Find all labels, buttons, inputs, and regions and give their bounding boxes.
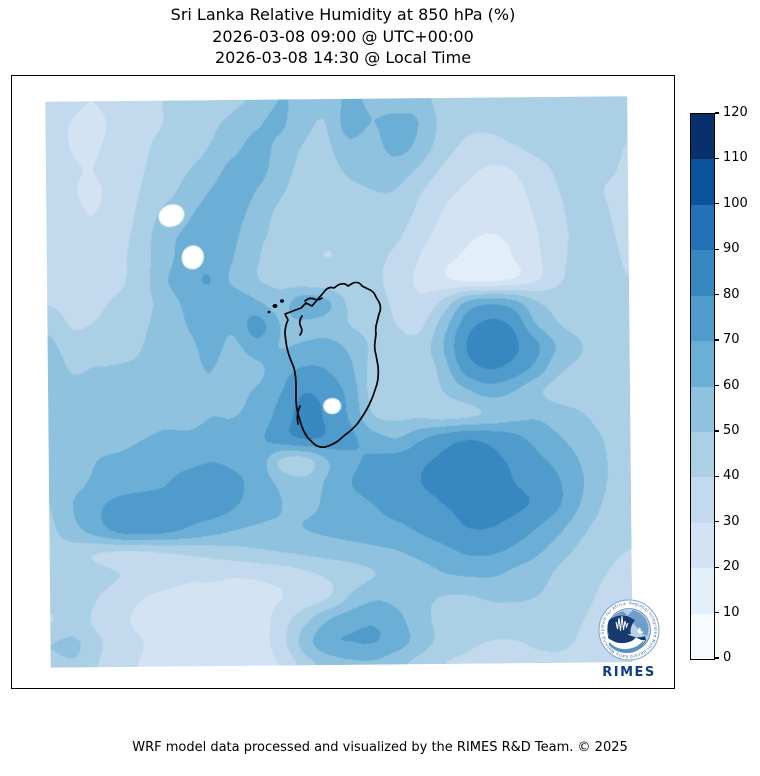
colorbar-tick	[715, 157, 719, 159]
colorbar-tick	[715, 657, 719, 659]
colorbar-segment	[691, 568, 714, 614]
colorbar-tick	[715, 339, 719, 341]
colorbar-tick-label: 60	[723, 377, 740, 393]
colorbar-segment	[691, 386, 714, 432]
colorbar-tick	[715, 112, 719, 114]
colorbar-segment	[691, 341, 714, 387]
colorbar-tick-label: 30	[723, 513, 740, 529]
colorbar-tick	[715, 566, 719, 568]
colorbar-segment	[691, 295, 714, 342]
credit-text: WRF model data processed and visualized …	[132, 740, 628, 755]
colorbar-tick-label: 90	[723, 241, 740, 257]
colorbar-bar	[690, 113, 715, 660]
title-line-variable: Sri Lanka Relative Humidity at 850 hPa (…	[170, 5, 516, 24]
colorbar-tick-label: 40	[723, 468, 740, 484]
colorbar-tick	[715, 384, 719, 387]
colorbar-segment	[691, 250, 714, 296]
logo-bird-icon	[637, 627, 644, 634]
colorbar-segment	[691, 159, 714, 205]
title-line-local-time: 2026-03-08 14:30 @ Local Time	[214, 48, 472, 67]
title-line-utc-time: 2026-03-08 09:00 @ UTC+00:00	[212, 26, 474, 46]
colorbar-tick-label: 20	[723, 559, 740, 575]
colorbar-segment	[691, 613, 714, 660]
logo-wave-light	[609, 641, 644, 653]
colorbar-tick	[715, 248, 719, 250]
colorbar-segment	[691, 431, 714, 478]
rimes-logo: Regional Integrated Multi-Hazard Early W…	[593, 597, 660, 680]
colorbar-tick-label: 110	[723, 150, 748, 166]
colorbar-tick	[715, 475, 719, 477]
seismogram-icon	[615, 615, 629, 632]
logo-landmass-right	[627, 610, 649, 636]
colorbar-tick-label: 70	[723, 332, 740, 348]
colorbar-tick-label: 80	[723, 286, 740, 302]
humidity-field-canvas	[45, 96, 633, 668]
figure-title: Sri Lanka Relative Humidity at 850 hPa (…	[11, 4, 675, 69]
colorbar: 0 10 20 30 40 50 60 70 80 90 100 110 120	[690, 105, 752, 665]
logo-wordmark: RIMES	[602, 665, 656, 680]
colorbar-tick-label: 0	[723, 650, 732, 665]
colorbar-segment	[691, 114, 714, 160]
colorbar-segment	[691, 522, 714, 569]
colorbar-tick	[715, 430, 719, 432]
colorbar-tick	[715, 294, 719, 296]
colorbar-segment	[691, 204, 714, 251]
colorbar-tick-label: 10	[723, 604, 740, 620]
colorbar-tick	[715, 521, 719, 523]
colorbar-tick	[715, 203, 719, 205]
map-axes-frame: Regional Integrated Multi-Hazard Early W…	[11, 75, 675, 689]
colorbar-tick-label: 100	[723, 195, 748, 211]
colorbar-tick-label: 50	[723, 422, 740, 438]
colorbar-tick-label: 120	[723, 105, 748, 120]
colorbar-tick	[715, 611, 719, 614]
colorbar-segment	[691, 477, 714, 523]
